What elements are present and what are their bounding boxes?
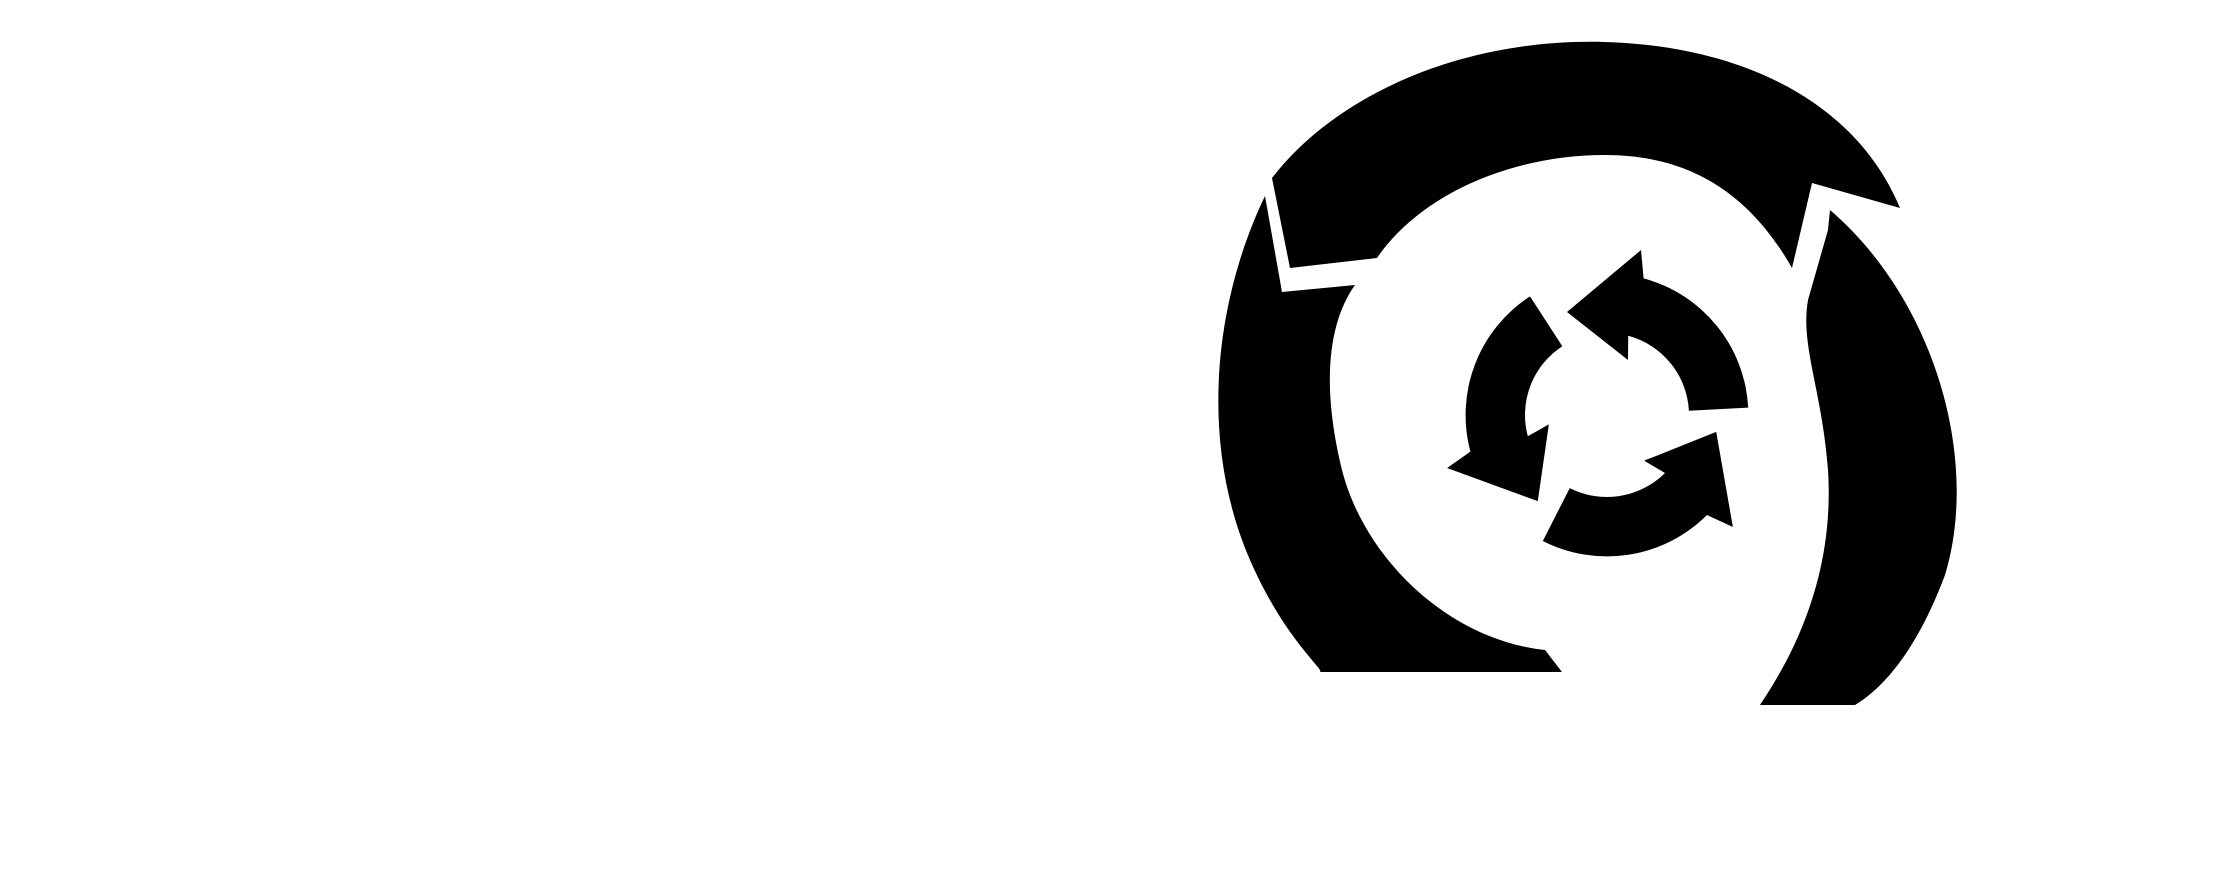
circular-arrows-icon (1393, 250, 1770, 620)
privilege-cycle (1218, 41, 1957, 705)
cycle-segment-domain-admin-privs (1272, 41, 1900, 268)
cycle-segment-lateral-movement (1760, 210, 1957, 705)
cycle-segment-cross-trust-attacks (1218, 196, 1562, 672)
